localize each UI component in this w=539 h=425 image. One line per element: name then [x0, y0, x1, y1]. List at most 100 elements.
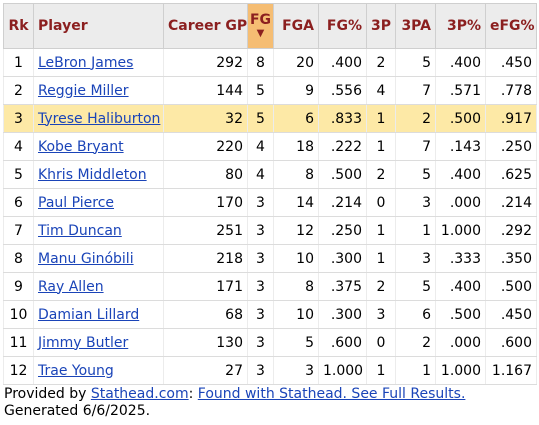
cell-fga: 10: [273, 300, 319, 329]
cell-efg-pct: .625: [485, 160, 537, 189]
player-link[interactable]: Jimmy Butler: [38, 334, 129, 351]
cell-rk: 1: [3, 48, 34, 77]
cell-fg: 3: [247, 216, 274, 245]
cell-efg-pct: .450: [485, 300, 537, 329]
cell-fg: 4: [247, 132, 274, 161]
cell-3pa: 5: [395, 160, 436, 189]
cell-3p-pct: .500: [435, 104, 486, 133]
cell-player: Tim Duncan: [33, 216, 164, 245]
cell-rk: 7: [3, 216, 34, 245]
cell-3p-pct: .000: [435, 188, 486, 217]
cell-fga: 3: [273, 356, 319, 385]
header-fg-pct[interactable]: FG%: [318, 3, 367, 49]
cell-fg-pct: 1.000: [318, 356, 367, 385]
cell-3p: 2: [366, 160, 396, 189]
cell-3p-pct: 1.000: [435, 356, 486, 385]
cell-3pa: 5: [395, 48, 436, 77]
player-link[interactable]: Khris Middleton: [38, 166, 147, 183]
player-link[interactable]: Damian Lillard: [38, 306, 140, 323]
cell-3p-pct: .333: [435, 244, 486, 273]
cell-fga: 8: [273, 160, 319, 189]
table-row: 8 Manu Ginóbili 218 3 10.300 1 3.333.350: [3, 244, 537, 273]
header-fg-label: FG: [249, 11, 272, 28]
cell-3p: 1: [366, 356, 396, 385]
cell-rk: 6: [3, 188, 34, 217]
cell-player: Jimmy Butler: [33, 328, 164, 357]
table-row: 4 Kobe Bryant 220 4 18.222 1 7.143.250: [3, 132, 537, 161]
cell-player: Reggie Miller: [33, 76, 164, 105]
cell-player: Tyrese Haliburton: [33, 104, 164, 133]
cell-rk: 8: [3, 244, 34, 273]
header-rk[interactable]: Rk: [3, 3, 34, 49]
cell-3p: 4: [366, 76, 396, 105]
cell-3pa: 6: [395, 300, 436, 329]
cell-fg: 3: [247, 328, 274, 357]
cell-player: Manu Ginóbili: [33, 244, 164, 273]
table-row: 6 Paul Pierce 170 3 14.214 0 3.000.214: [3, 188, 537, 217]
full-results-link[interactable]: Found with Stathead. See Full Results.: [197, 386, 466, 402]
cell-fg-pct: .400: [318, 48, 367, 77]
cell-fg-pct: .300: [318, 244, 367, 273]
cell-efg-pct: .600: [485, 328, 537, 357]
player-link[interactable]: Paul Pierce: [38, 194, 115, 211]
header-fga[interactable]: FGA: [273, 3, 319, 49]
cell-career-gp: 68: [163, 300, 248, 329]
cell-rk: 9: [3, 272, 34, 301]
cell-career-gp: 171: [163, 272, 248, 301]
cell-3pa: 1: [395, 216, 436, 245]
player-link[interactable]: Tyrese Haliburton: [38, 110, 161, 127]
table-row: 2 Reggie Miller 144 5 9.556 4 7.571.778: [3, 76, 537, 105]
cell-3p: 1: [366, 104, 396, 133]
table-row: 5 Khris Middleton 80 4 8.500 2 5.400.625: [3, 160, 537, 189]
player-link[interactable]: Manu Ginóbili: [38, 250, 134, 267]
cell-fga: 5: [273, 328, 319, 357]
cell-fg-pct: .556: [318, 76, 367, 105]
cell-fg: 4: [247, 160, 274, 189]
header-efg-pct[interactable]: eFG%: [485, 3, 537, 49]
header-fg[interactable]: FG ▼: [247, 3, 274, 49]
cell-fga: 14: [273, 188, 319, 217]
cell-fg: 3: [247, 272, 274, 301]
cell-3p-pct: .500: [435, 300, 486, 329]
player-link[interactable]: Ray Allen: [38, 278, 104, 295]
table-row: 3 Tyrese Haliburton 32 5 6.833 1 2.500.917: [3, 104, 537, 133]
cell-3p-pct: .571: [435, 76, 486, 105]
stats-container: Rk Player Career GP FG ▼ FGA FG% 3P 3PA …: [3, 3, 537, 420]
cell-career-gp: 27: [163, 356, 248, 385]
cell-career-gp: 218: [163, 244, 248, 273]
cell-3pa: 2: [395, 104, 436, 133]
cell-3p-pct: 1.000: [435, 216, 486, 245]
cell-efg-pct: .450: [485, 48, 537, 77]
stathead-link[interactable]: Stathead.com: [90, 386, 189, 402]
cell-efg-pct: .214: [485, 188, 537, 217]
cell-fg: 3: [247, 244, 274, 273]
header-row: Rk Player Career GP FG ▼ FGA FG% 3P 3PA …: [3, 3, 537, 49]
header-3pa[interactable]: 3PA: [395, 3, 436, 49]
cell-3p: 1: [366, 216, 396, 245]
header-3p-pct[interactable]: 3P%: [435, 3, 486, 49]
footer: Provided by Stathead.com: Found with Sta…: [3, 386, 536, 420]
cell-rk: 2: [3, 76, 34, 105]
player-link[interactable]: LeBron James: [38, 54, 134, 71]
header-3p[interactable]: 3P: [366, 3, 396, 49]
header-player[interactable]: Player: [33, 3, 164, 49]
table-row: 11 Jimmy Butler 130 3 5.600 0 2.000.600: [3, 328, 537, 357]
player-link[interactable]: Reggie Miller: [38, 82, 129, 99]
cell-rk: 10: [3, 300, 34, 329]
cell-fg: 5: [247, 76, 274, 105]
player-link[interactable]: Tim Duncan: [38, 222, 122, 239]
player-link[interactable]: Kobe Bryant: [38, 138, 124, 155]
header-career-gp[interactable]: Career GP: [163, 3, 248, 49]
cell-efg-pct: 1.167: [485, 356, 537, 385]
cell-fga: 9: [273, 76, 319, 105]
cell-efg-pct: .292: [485, 216, 537, 245]
cell-3p: 1: [366, 244, 396, 273]
cell-3p: 0: [366, 188, 396, 217]
player-link[interactable]: Trae Young: [38, 362, 114, 379]
provided-by-text: Provided by: [4, 386, 87, 402]
cell-3p-pct: .400: [435, 272, 486, 301]
cell-3pa: 7: [395, 132, 436, 161]
cell-rk: 11: [3, 328, 34, 357]
cell-player: Paul Pierce: [33, 188, 164, 217]
cell-fg-pct: .222: [318, 132, 367, 161]
